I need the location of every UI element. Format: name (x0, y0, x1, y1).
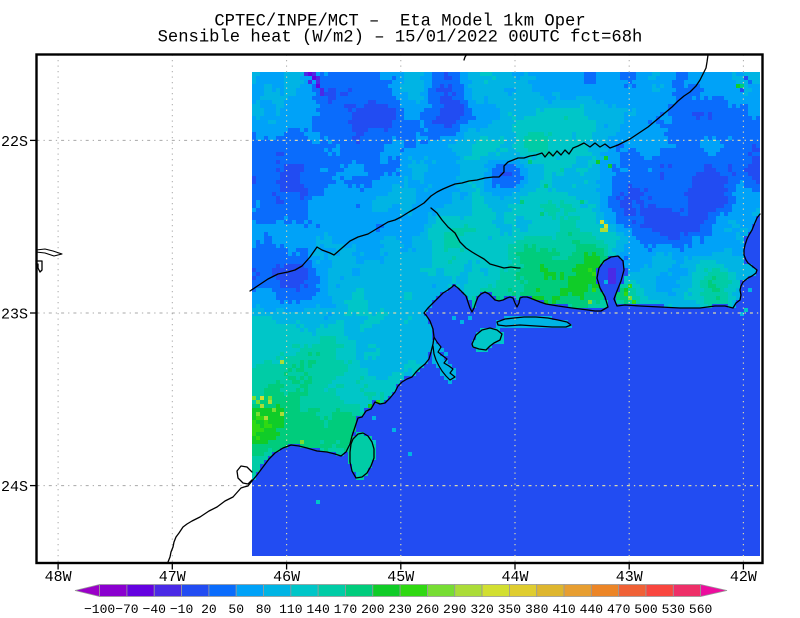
svg-text:320: 320 (470, 602, 493, 617)
svg-text:110: 110 (279, 602, 302, 617)
svg-text:380: 380 (525, 602, 548, 617)
svg-text:230: 230 (388, 602, 411, 617)
svg-text:46W: 46W (273, 569, 300, 586)
svg-text:170: 170 (334, 602, 357, 617)
svg-text:22S: 22S (1, 134, 28, 151)
svg-text:50: 50 (228, 602, 244, 617)
svg-text:47W: 47W (159, 569, 186, 586)
svg-text:80: 80 (256, 602, 272, 617)
svg-text:−10: −10 (170, 602, 193, 617)
svg-text:290: 290 (443, 602, 466, 617)
svg-text:42W: 42W (730, 569, 757, 586)
svg-text:43W: 43W (616, 569, 643, 586)
svg-text:20: 20 (201, 602, 217, 617)
svg-text:24S: 24S (1, 479, 28, 496)
svg-text:Sensible heat (W/m2) – 15/01/2: Sensible heat (W/m2) – 15/01/2022 00UTC … (158, 29, 643, 48)
svg-text:410: 410 (552, 602, 575, 617)
svg-text:260: 260 (416, 602, 439, 617)
svg-text:−100: −100 (84, 602, 115, 617)
svg-text:140: 140 (306, 602, 329, 617)
svg-text:23S: 23S (1, 306, 28, 323)
svg-text:530: 530 (662, 602, 685, 617)
svg-text:200: 200 (361, 602, 384, 617)
svg-text:350: 350 (498, 602, 521, 617)
svg-text:440: 440 (580, 602, 603, 617)
svg-text:48W: 48W (45, 569, 72, 586)
svg-text:45W: 45W (387, 569, 414, 586)
svg-text:CPTEC/INPE/MCT – Eta Model 1k: CPTEC/INPE/MCT – Eta Model 1km Oper (214, 13, 585, 32)
svg-text:44W: 44W (501, 569, 528, 586)
svg-text:560: 560 (689, 602, 712, 617)
svg-text:−70: −70 (115, 602, 138, 617)
svg-text:−40: −40 (143, 602, 166, 617)
svg-text:500: 500 (634, 602, 657, 617)
svg-text:470: 470 (607, 602, 630, 617)
